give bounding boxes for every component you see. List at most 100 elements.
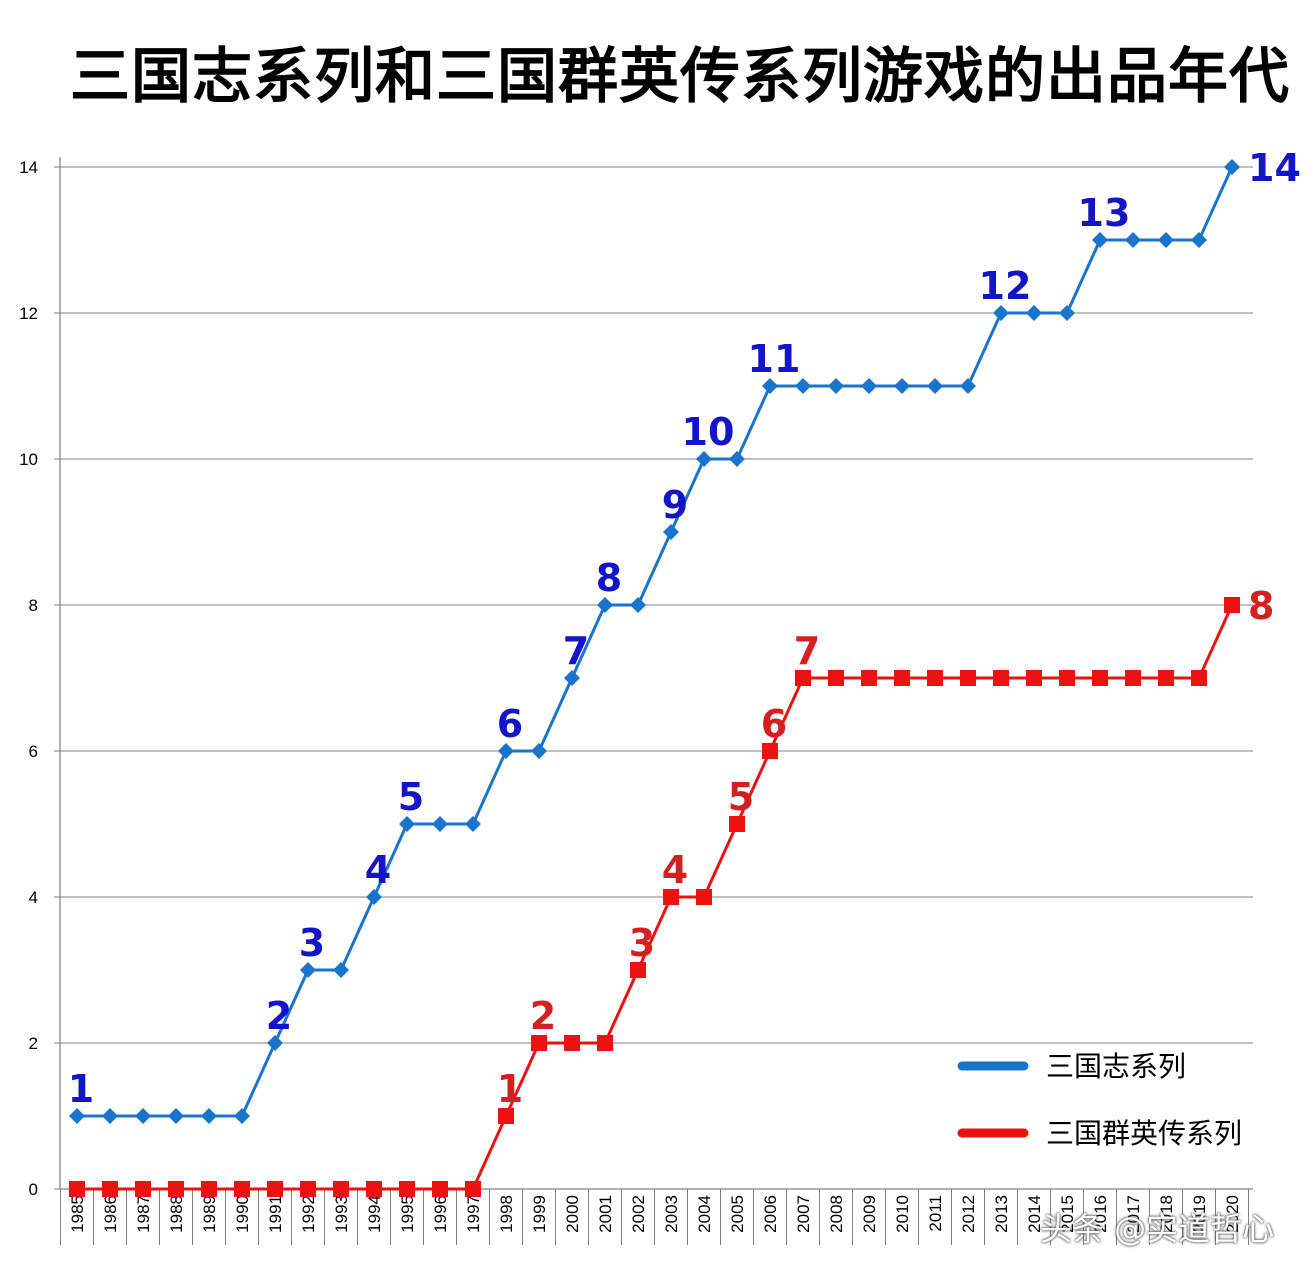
watermark-text: 头条 @实道哲心 <box>1040 1210 1275 1248</box>
data-point <box>663 889 679 905</box>
data-point <box>102 1181 118 1197</box>
data-label: 7 <box>563 629 589 673</box>
data-label: 6 <box>497 702 523 746</box>
data-point <box>168 1108 184 1124</box>
x-tick-label: 1995 <box>398 1195 417 1233</box>
chart-title: 三国志系列和三国群英传系列游戏的出品年代 <box>70 42 1290 112</box>
data-point <box>1059 305 1075 321</box>
data-point <box>861 378 877 394</box>
data-label: 14 <box>1248 146 1301 190</box>
legend-label: 三国群英传系列 <box>1046 1117 1242 1150</box>
x-tick-label: 2020 <box>1223 1195 1242 1233</box>
data-point <box>300 1181 316 1197</box>
data-point <box>762 378 778 394</box>
data-point <box>267 1181 283 1197</box>
x-tick-label: 2019 <box>1190 1195 1209 1233</box>
data-point <box>498 1108 514 1124</box>
data-label: 3 <box>629 921 655 965</box>
data-label: 1 <box>68 1067 94 1111</box>
data-point <box>69 1108 85 1124</box>
x-tick-label: 1991 <box>266 1195 285 1233</box>
data-point <box>828 378 844 394</box>
data-label: 5 <box>398 775 424 819</box>
y-tick-label: 0 <box>29 1180 38 1199</box>
x-tick-label: 1989 <box>200 1195 219 1233</box>
x-tick-label: 1999 <box>530 1195 549 1233</box>
data-point <box>267 1035 283 1051</box>
x-tick-label: 1985 <box>68 1195 87 1233</box>
x-tick-label: 1990 <box>233 1195 252 1233</box>
data-point <box>399 1181 415 1197</box>
data-label: 2 <box>530 994 556 1038</box>
y-tick-label: 2 <box>29 1034 38 1053</box>
data-point <box>531 1035 547 1051</box>
x-tick-label: 2007 <box>794 1195 813 1233</box>
data-point <box>432 1181 448 1197</box>
data-point <box>1026 670 1042 686</box>
x-tick-label: 2006 <box>761 1195 780 1233</box>
data-point <box>465 1181 481 1197</box>
series-lines <box>77 166 1234 1191</box>
data-label: 8 <box>596 556 622 600</box>
data-point <box>1224 597 1240 613</box>
data-point <box>168 1181 184 1197</box>
data-point <box>69 1181 85 1197</box>
data-label: 1 <box>497 1067 523 1111</box>
x-tick-label: 2017 <box>1124 1195 1143 1233</box>
data-label: 7 <box>794 629 820 673</box>
y-tick-label: 14 <box>19 158 38 177</box>
data-point <box>333 1181 349 1197</box>
series-line-1 <box>77 166 1234 1118</box>
data-label: 5 <box>728 775 754 819</box>
data-point <box>1158 670 1174 686</box>
data-point <box>234 1181 250 1197</box>
data-point <box>102 1108 118 1124</box>
data-point <box>597 597 613 613</box>
x-tick-label: 1993 <box>332 1195 351 1233</box>
data-point <box>135 1181 151 1197</box>
data-point <box>564 670 580 686</box>
data-point <box>1092 232 1108 248</box>
data-point <box>828 670 844 686</box>
data-point <box>696 451 712 467</box>
x-tick-label: 2018 <box>1157 1195 1176 1233</box>
x-tick-label: 2016 <box>1091 1195 1110 1233</box>
data-label: 10 <box>682 410 735 454</box>
data-point <box>630 597 646 613</box>
data-point <box>729 816 745 832</box>
x-tick-label: 2000 <box>563 1195 582 1233</box>
data-point <box>432 816 448 832</box>
data-point <box>762 743 778 759</box>
data-point <box>894 378 910 394</box>
x-tick-label: 1988 <box>167 1195 186 1233</box>
x-tick-label: 2001 <box>596 1195 615 1233</box>
data-point <box>1191 670 1207 686</box>
data-point <box>894 670 910 686</box>
data-point <box>597 1035 613 1051</box>
data-point <box>333 962 349 978</box>
data-point <box>1026 305 1042 321</box>
data-point <box>696 889 712 905</box>
data-point <box>1158 232 1174 248</box>
data-point <box>960 378 976 394</box>
x-tick-label: 1992 <box>299 1195 318 1233</box>
data-point <box>795 378 811 394</box>
x-tick-label: 2002 <box>629 1195 648 1233</box>
data-point <box>201 1181 217 1197</box>
x-tick-label: 2015 <box>1058 1195 1077 1233</box>
data-point <box>366 1181 382 1197</box>
x-tick-label: 1987 <box>134 1195 153 1233</box>
data-label: 4 <box>365 848 391 892</box>
data-label: 13 <box>1078 191 1131 235</box>
data-point <box>1125 670 1141 686</box>
y-tick-label: 4 <box>29 888 38 907</box>
series-markers <box>69 159 1240 1197</box>
data-label: 12 <box>979 264 1032 308</box>
data-point <box>993 670 1009 686</box>
data-point <box>729 451 745 467</box>
x-tick-label: 1997 <box>464 1195 483 1233</box>
data-point <box>960 670 976 686</box>
